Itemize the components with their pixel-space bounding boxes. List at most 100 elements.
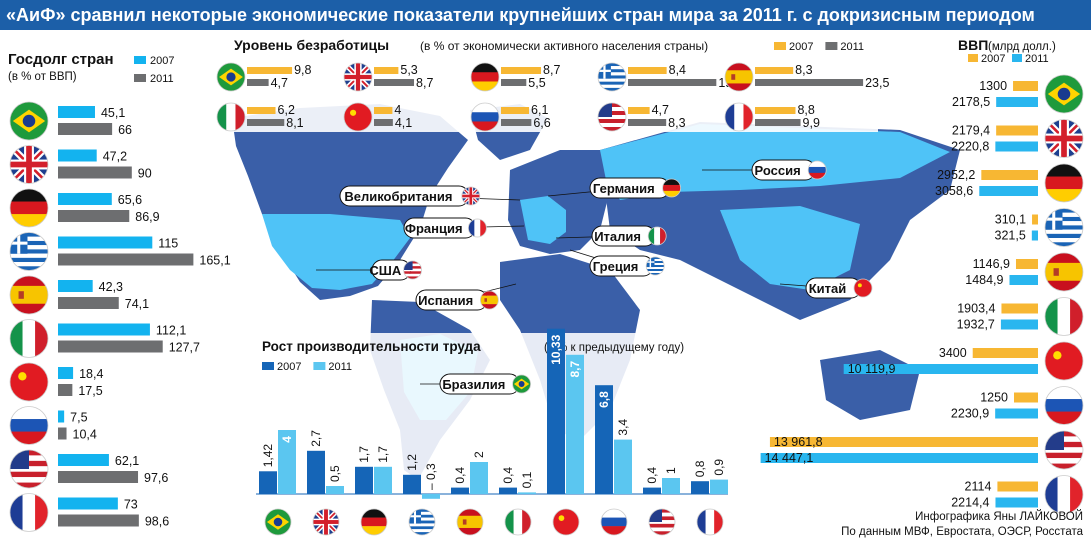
flag-france-icon	[696, 508, 724, 536]
unemployment-subtitle: (в % от экономически активного населения…	[420, 39, 708, 53]
productivity-bar-spain-2011	[470, 462, 488, 494]
map-labels: Россия Германия Великобритания Франция Итали…	[316, 159, 873, 395]
debt-label-usa-2007: 62,1	[115, 454, 139, 468]
productivity-bar-italy-2011	[518, 492, 536, 494]
gdp-label-spain-2007: 1146,9	[973, 257, 1010, 271]
debt-label-brazil-2007: 45,1	[101, 106, 125, 120]
productivity-label-russia-2007: 6,8	[597, 391, 611, 408]
map-australia	[820, 350, 920, 420]
flag-italy-icon	[504, 508, 532, 536]
flag-greece-icon	[408, 508, 436, 536]
debt-bar-uk-2007	[58, 149, 97, 162]
legend-label-2007: 2007	[789, 41, 813, 53]
map-label-greece: Греция	[593, 259, 639, 274]
unemployment-label-germany-2011: 5,5	[528, 76, 545, 90]
gdp-label-greece-2011: 321,5	[995, 229, 1026, 243]
gdp-label-china-2007: 3400	[939, 346, 967, 360]
flag-spain-icon	[479, 290, 499, 310]
unemployment-bar-france-2011	[755, 119, 801, 126]
gdp-bar-brazil-2007	[1013, 81, 1038, 91]
productivity-bar-spain-2007	[451, 487, 469, 494]
unemployment-bar-usa-2011	[628, 119, 667, 126]
gdp-label-italy-2007: 1903,4	[957, 302, 995, 316]
gdp-label-china-2011: 10 119,9	[848, 362, 896, 376]
gdp-label-greece-2007: 310,1	[995, 213, 1026, 227]
productivity-subtitle: (в % к предыдущему году)	[544, 342, 684, 354]
productivity-bar-brazil-2007	[259, 471, 277, 494]
unemployment-label-italy-2011: 8,1	[286, 116, 303, 130]
unemployment-bar-china-2011	[374, 119, 393, 126]
flag-italy-icon	[9, 319, 49, 358]
gdp-bar-china-2011	[843, 364, 1038, 374]
flag-russia-icon	[600, 508, 628, 536]
gdp-bar-germany-2011	[979, 186, 1038, 196]
gdp-bar-france-2007	[997, 481, 1038, 492]
flag-russia-icon	[9, 406, 49, 445]
gdp-bar-italy-2011	[1000, 319, 1038, 330]
debt-label-russia-2007: 7,5	[70, 411, 87, 425]
legend-swatch-2011	[313, 362, 326, 370]
unemployment-bar-greece-2007	[628, 67, 667, 74]
debt-subtitle: (в % от ВВП)	[8, 71, 77, 83]
gdp-label-spain-2011: 1484,9	[965, 273, 1003, 287]
debt-label-italy-2011: 127,7	[169, 341, 200, 355]
debt-bar-russia-2011	[58, 427, 67, 440]
flag-germany-icon	[470, 62, 500, 92]
map-label-italy: Италия	[594, 229, 641, 244]
gdp-bar-germany-2007	[981, 170, 1038, 180]
gdp-bar-uk-2011	[995, 141, 1038, 152]
legend-swatch-2007	[774, 42, 786, 50]
debt-label-brazil-2011: 66	[118, 123, 132, 137]
productivity-bar-china-2007	[547, 328, 565, 494]
gdp-bar-china-2007	[972, 348, 1038, 358]
gdp-bar-russia-2011	[995, 408, 1038, 419]
flag-china-icon	[9, 362, 49, 402]
debt-bar-usa-2007	[58, 454, 109, 466]
legend-label-gdp-2007: 2007	[981, 53, 1005, 65]
productivity-label-china-2011: 8,7	[568, 360, 582, 377]
gdp-bar-spain-2011	[1009, 275, 1038, 285]
debt-label-greece-2011: 165,1	[199, 254, 230, 268]
productivity-label-italy-2007: 0,4	[501, 467, 515, 484]
flag-greece-icon	[9, 232, 49, 271]
debt-bar-china-2011	[58, 384, 73, 396]
gdp-label-france-2011: 2214,4	[951, 496, 989, 510]
debt-label-italy-2007: 112,1	[156, 324, 186, 338]
flag-france-icon	[724, 102, 754, 132]
gdp-bar-france-2011	[995, 497, 1038, 508]
unemployment-label-germany-2007: 8,7	[543, 63, 560, 77]
productivity-bar-greece-2007	[403, 474, 421, 494]
debt-label-spain-2007: 42,3	[99, 280, 123, 294]
productivity-label-greece-2011: – 0,3	[424, 463, 438, 490]
productivity-label-germany-2011: 1,7	[376, 446, 390, 463]
unemployment-bar-spain-2011	[755, 79, 864, 86]
debt-bar-uk-2011	[58, 166, 132, 179]
flag-russia-icon	[807, 160, 827, 180]
gdp-label-italy-2011: 1932,7	[957, 318, 995, 332]
unemployment-chart: Уровень безработицы (в % от экономически …	[212, 32, 889, 132]
unemployment-bar-china-2007	[374, 107, 393, 114]
debt-label-germany-2007: 65,6	[118, 193, 142, 207]
debt-label-uk-2011: 90	[138, 167, 152, 181]
debt-bar-china-2007	[58, 367, 74, 379]
legend-label-2011: 2011	[328, 361, 352, 373]
debt-bar-usa-2011	[58, 471, 139, 483]
gdp-label-usa-2011: 14 447,1	[765, 451, 814, 465]
flag-usa-icon	[648, 508, 676, 536]
legend-swatch-gdp-2007	[968, 54, 978, 62]
gdp-bar-uk-2007	[996, 125, 1038, 136]
unemployment-bar-greece-2011	[628, 79, 717, 86]
productivity-bar-russia-2007	[595, 385, 613, 494]
gdp-label-usa-2007: 13 961,8	[774, 435, 823, 449]
productivity-title: Рост производительности труда	[262, 339, 481, 354]
map-label-spain: Испания	[418, 293, 473, 308]
gdp-label-germany-2007: 2952,2	[937, 168, 975, 182]
gdp-label-brazil-2007: 1300	[979, 79, 1007, 93]
flag-uk-icon	[461, 186, 481, 206]
debt-label-china-2007: 18,4	[79, 367, 103, 381]
productivity-bar-usa-2011	[662, 478, 680, 494]
flag-uk-icon	[1044, 119, 1084, 158]
productivity-bar-china-2011	[566, 354, 584, 494]
unemployment-bar-uk-2007	[374, 67, 399, 74]
unemployment-bar-brazil-2011	[247, 79, 269, 86]
